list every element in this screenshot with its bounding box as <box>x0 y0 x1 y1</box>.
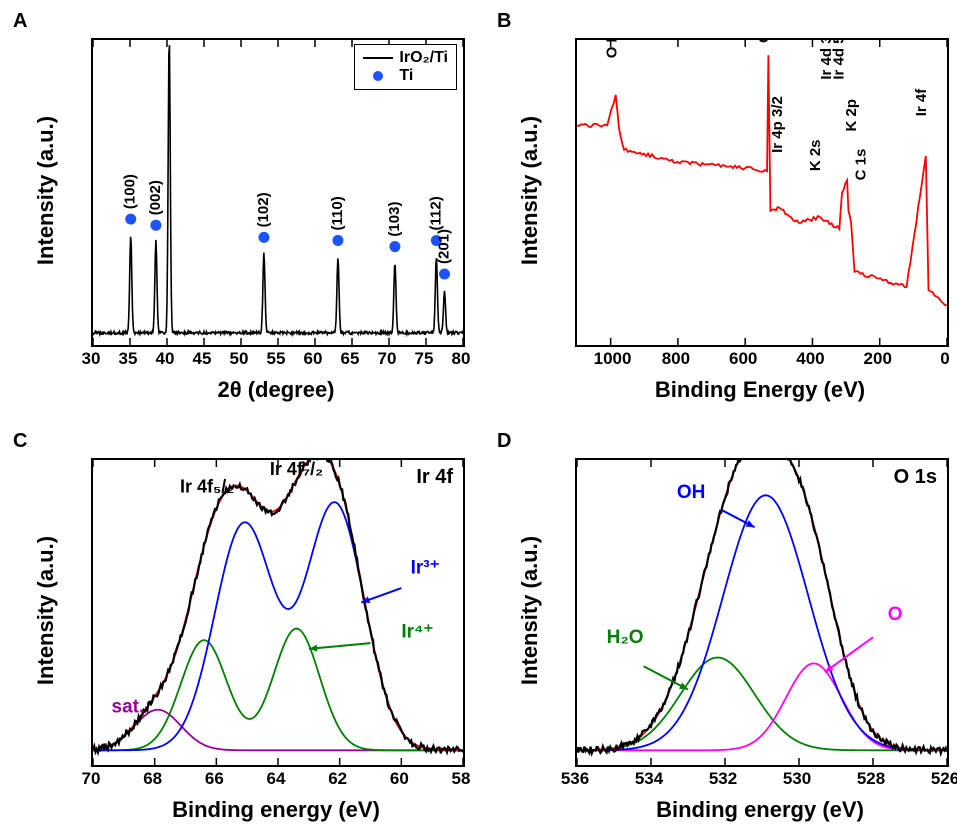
legend-marker-icon <box>363 69 393 83</box>
svg-text:Ir³⁺: Ir³⁺ <box>411 558 440 579</box>
svg-text:OH: OH <box>677 482 706 503</box>
title-c: Ir 4f <box>416 466 453 489</box>
x-tick-label: 66 <box>199 769 229 789</box>
svg-text:(102): (102) <box>255 192 272 227</box>
x-label-d: Binding energy (eV) <box>575 797 945 823</box>
x-tick-label: 30 <box>76 349 106 369</box>
svg-text:O KLL: O KLL <box>603 40 620 58</box>
x-tick-label: 50 <box>224 349 254 369</box>
legend-line-icon <box>363 53 393 63</box>
svg-text:K 2p: K 2p <box>843 99 860 132</box>
svg-text:C 1s: C 1s <box>852 149 869 181</box>
svg-text:H₂O: H₂O <box>607 627 644 648</box>
title-d: O 1s <box>894 466 937 489</box>
figure-root: A (100)(002)(101)(102)(110)(103)(112)(20… <box>0 0 957 833</box>
x-tick-label: 70 <box>372 349 402 369</box>
x-tick-label: 60 <box>384 769 414 789</box>
x-tick-label: 200 <box>863 349 893 369</box>
legend-a-marker: Ti <box>363 67 448 85</box>
panel-b: B O KLLO 1sIr 4p 3/2K 2sIr 4d 3/2Ir 4d 5… <box>497 10 957 413</box>
svg-text:(112): (112) <box>427 196 444 230</box>
y-label-a: Intensity (a.u.) <box>33 38 59 343</box>
x-tick-label: 530 <box>782 769 812 789</box>
svg-text:sat.: sat. <box>112 697 145 718</box>
plot-a: (100)(002)(101)(102)(110)(103)(112)(201)… <box>91 38 465 347</box>
svg-text:Ir 4p 3/2: Ir 4p 3/2 <box>769 96 786 153</box>
x-tick-label: 70 <box>76 769 106 789</box>
x-tick-label: 536 <box>560 769 590 789</box>
panel-a: A (100)(002)(101)(102)(110)(103)(112)(20… <box>13 10 476 413</box>
svg-text:(110): (110) <box>329 196 346 230</box>
x-label-b: Binding Energy (eV) <box>575 377 945 403</box>
y-label-c: Intensity (a.u.) <box>33 458 59 763</box>
y-label-d: Intensity (a.u.) <box>517 458 543 763</box>
svg-text:(002): (002) <box>147 180 164 215</box>
x-tick-label: 55 <box>261 349 291 369</box>
x-tick-label: 64 <box>261 769 291 789</box>
x-tick-label: 1000 <box>594 349 624 369</box>
x-tick-label: 600 <box>728 349 758 369</box>
svg-text:Ir 4f₅/₂: Ir 4f₅/₂ <box>180 476 234 496</box>
svg-text:Ir 4f: Ir 4f <box>913 88 930 117</box>
svg-text:K 2s: K 2s <box>807 139 824 171</box>
x-tick-label: 65 <box>335 349 365 369</box>
legend-a-marker-label: Ti <box>399 67 413 85</box>
plot-c: Ir 4f₅/₂Ir 4f₇/₂Ir³⁺Ir⁴⁺sat. Ir 4f <box>91 458 465 767</box>
legend-a-line: IrO₂/Ti <box>363 49 448 67</box>
panel-d: D OH H₂O O O 1s Binding energy (eV) Intens… <box>497 430 957 833</box>
svg-text:(100): (100) <box>122 174 139 209</box>
svg-text:O: O <box>888 604 903 625</box>
x-tick-label: 0 <box>930 349 957 369</box>
x-tick-label: 532 <box>708 769 738 789</box>
x-tick-label: 35 <box>113 349 143 369</box>
svg-text:O 1s: O 1s <box>756 40 773 43</box>
x-tick-label: 40 <box>150 349 180 369</box>
panel-c: C Ir 4f₅/₂Ir 4f₇/₂Ir³⁺Ir⁴⁺sat. Ir 4f Bin… <box>13 430 476 833</box>
svg-text:Ir⁴⁺: Ir⁴⁺ <box>401 621 433 642</box>
x-label-c: Binding energy (eV) <box>91 797 461 823</box>
x-tick-label: 68 <box>138 769 168 789</box>
x-tick-label: 60 <box>298 349 328 369</box>
panel-a-label: A <box>13 10 27 33</box>
svg-text:Ir 4d 5/2: Ir 4d 5/2 <box>830 40 847 80</box>
x-tick-label: 528 <box>856 769 886 789</box>
legend-a-line-label: IrO₂/Ti <box>399 49 448 67</box>
x-tick-label: 80 <box>446 349 476 369</box>
legend-a: IrO₂/Ti Ti <box>354 44 457 90</box>
plot-d-svg: OH H₂O O <box>577 460 947 765</box>
panel-d-label: D <box>497 430 511 453</box>
y-label-b: Intensity (a.u.) <box>517 38 543 343</box>
x-tick-label: 75 <box>409 349 439 369</box>
x-label-a: 2θ (degree) <box>91 377 461 403</box>
x-tick-label: 534 <box>634 769 664 789</box>
x-tick-label: 400 <box>795 349 825 369</box>
x-tick-label: 800 <box>661 349 691 369</box>
x-tick-label: 62 <box>323 769 353 789</box>
plot-c-svg: Ir 4f₅/₂Ir 4f₇/₂Ir³⁺Ir⁴⁺sat. <box>93 460 463 765</box>
x-tick-label: 45 <box>187 349 217 369</box>
panel-c-label: C <box>13 430 27 453</box>
x-tick-label: 58 <box>446 769 476 789</box>
svg-text:(201): (201) <box>436 229 453 264</box>
panel-b-label: B <box>497 10 511 33</box>
plot-d: OH H₂O O O 1s <box>575 458 949 767</box>
x-tick-label: 526 <box>930 769 957 789</box>
plot-b-svg: O KLLO 1sIr 4p 3/2K 2sIr 4d 3/2Ir 4d 5/2… <box>577 40 947 345</box>
plot-b: O KLLO 1sIr 4p 3/2K 2sIr 4d 3/2Ir 4d 5/2… <box>575 38 949 347</box>
svg-text:(103): (103) <box>386 202 403 237</box>
